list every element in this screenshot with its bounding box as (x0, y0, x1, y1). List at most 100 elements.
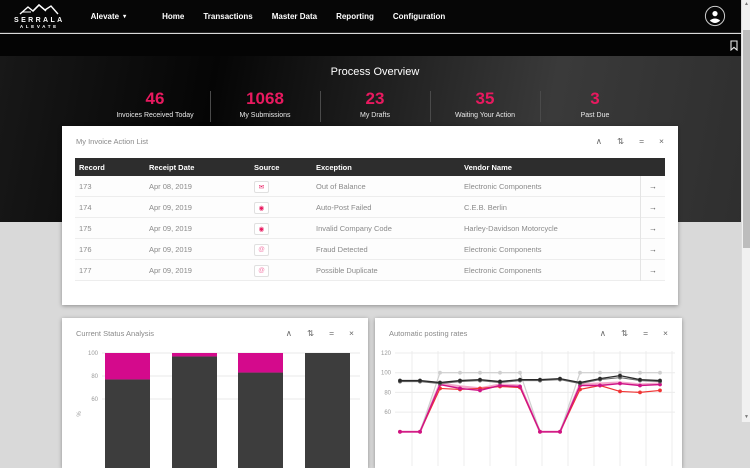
open-record-arrow-icon[interactable]: → (640, 176, 665, 197)
col-header-source: Source (254, 162, 280, 172)
user-icon (704, 5, 726, 27)
svg-text:80: 80 (91, 374, 98, 380)
exception-cell: Auto-Post Failed (316, 203, 372, 212)
scrollbar-thumb[interactable] (743, 30, 750, 248)
menu-icon[interactable]: = (329, 327, 335, 338)
stat-value: 1068 (246, 89, 284, 108)
table-header-row: Record Receipt Date Source Exception Ven… (75, 158, 665, 176)
vertical-scrollbar[interactable]: ▲ ▼ (741, 0, 750, 422)
app-selector-dropdown[interactable]: Alevate ▾ (91, 12, 126, 21)
exception-cell: Invalid Company Code (316, 224, 392, 233)
stat-my-submissions: 1068 My Submissions (210, 88, 320, 125)
record-cell: 176 (79, 245, 92, 254)
stat-value: 23 (365, 89, 385, 108)
nav-item-configuration[interactable]: Configuration (392, 11, 446, 21)
receipt-date-cell: Apr 08, 2019 (149, 182, 192, 191)
expand-icon[interactable]: ⇅ (306, 327, 315, 338)
bookmark-icon (730, 39, 738, 51)
panel-header: Current Status Analysis ∧ ⇅ = × (62, 318, 368, 348)
source-envelope-icon[interactable]: ✉ (254, 180, 269, 193)
menu-icon[interactable]: = (643, 327, 649, 338)
panel-controls: ∧ ⇅ = × (286, 329, 354, 338)
exception-cell: Fraud Detected (316, 245, 368, 254)
bookmark-button[interactable] (730, 39, 738, 51)
stat-value: 46 (145, 89, 165, 108)
panel-controls: ∧ ⇅ = × (600, 329, 668, 338)
user-account-button[interactable] (704, 5, 726, 27)
svg-text:100: 100 (88, 351, 99, 357)
stat-value: 3 (590, 89, 600, 108)
table-row: 176 Apr 09, 2019 @ Fraud Detected Electr… (75, 239, 665, 260)
collapse-icon[interactable]: ∧ (595, 135, 602, 146)
open-record-arrow-icon[interactable]: → (640, 218, 665, 239)
expand-icon[interactable]: ⇅ (616, 135, 625, 146)
table-row: 174 Apr 09, 2019 ◉ Auto-Post Failed C.E.… (75, 197, 665, 218)
close-icon[interactable]: × (659, 135, 664, 146)
source-email-icon[interactable]: @ (254, 264, 269, 277)
vendor-cell: Electronic Components (464, 266, 542, 275)
exception-cell: Possible Duplicate (316, 266, 378, 275)
col-header-receipt-date: Receipt Date (149, 162, 195, 172)
panel-controls: ∧ ⇅ = × (596, 137, 664, 146)
brand-name-top: SERRALA (14, 16, 65, 24)
expand-icon[interactable]: ⇅ (620, 327, 629, 338)
kpi-stats-row: 46 Invoices Received Today 1068 My Submi… (100, 88, 650, 125)
receipt-date-cell: Apr 09, 2019 (149, 266, 192, 275)
invoice-action-list-panel: My Invoice Action List ∧ ⇅ = × Record Re… (62, 126, 678, 305)
collapse-icon[interactable]: ∧ (599, 327, 606, 338)
stacked-bar-chart: 100 80 60% (77, 351, 360, 468)
open-record-arrow-icon[interactable]: → (640, 239, 665, 260)
source-alert-icon[interactable]: ◉ (254, 201, 269, 214)
close-icon[interactable]: × (349, 327, 354, 338)
exception-cell: Out of Balance (316, 182, 366, 191)
svg-text:60: 60 (384, 410, 391, 416)
collapse-icon[interactable]: ∧ (285, 327, 292, 338)
stat-label: Past Due (580, 111, 610, 119)
col-header-vendor-name: Vendor Name (464, 162, 512, 172)
nav-item-transactions[interactable]: Transactions (203, 11, 253, 21)
panel-title: My Invoice Action List (76, 136, 149, 146)
nav-item-home[interactable]: Home (162, 11, 185, 21)
receipt-date-cell: Apr 09, 2019 (149, 203, 192, 212)
close-icon[interactable]: × (663, 327, 668, 338)
top-nav-bar: SERRALA ALEVATE Alevate ▾ Home Transacti… (0, 0, 750, 33)
record-cell: 174 (79, 203, 92, 212)
open-record-arrow-icon[interactable]: → (640, 260, 665, 281)
current-status-analysis-panel: Current Status Analysis ∧ ⇅ = × 100 80 60% (62, 318, 368, 468)
stat-waiting-your-action: 35 Waiting Your Action (430, 88, 540, 125)
brand-name-bottom: ALEVATE (19, 23, 59, 29)
app-selector-label: Alevate (90, 11, 120, 21)
chevron-down-icon: ▾ (123, 13, 127, 20)
record-cell: 177 (79, 266, 92, 275)
nav-item-master-data[interactable]: Master Data (271, 11, 318, 21)
receipt-date-cell: Apr 09, 2019 (149, 224, 192, 233)
stat-label: Waiting Your Action (454, 111, 516, 119)
line-chart: 120 100 80 60 (381, 351, 675, 466)
menu-icon[interactable]: = (639, 135, 645, 146)
page-title: Process Overview (330, 66, 420, 78)
stat-label: Invoices Received Today (116, 111, 194, 119)
source-email-icon[interactable]: @ (254, 243, 269, 256)
panel-header: My Invoice Action List ∧ ⇅ = × (62, 126, 678, 156)
table-row: 177 Apr 09, 2019 @ Possible Duplicate El… (75, 260, 665, 281)
svg-text:80: 80 (384, 390, 391, 396)
source-alert-icon[interactable]: ◉ (254, 222, 269, 235)
automatic-posting-rates-panel: Automatic posting rates ∧ ⇅ = × 120 100 80… (375, 318, 682, 468)
nav-item-reporting[interactable]: Reporting (336, 11, 374, 21)
stat-my-drafts: 23 My Drafts (320, 88, 430, 125)
brand-logo[interactable]: SERRALA ALEVATE (14, 3, 65, 30)
panel-header: Automatic posting rates ∧ ⇅ = × (375, 318, 682, 348)
scrollbar-down-icon[interactable]: ▼ (744, 414, 749, 420)
vendor-cell: Electronic Components (464, 245, 542, 254)
invoice-table: Record Receipt Date Source Exception Ven… (75, 158, 665, 281)
stat-label: My Drafts (360, 111, 390, 119)
main-menu: Home Transactions Master Data Reporting … (162, 12, 445, 21)
table-row: 173 Apr 08, 2019 ✉ Out of Balance Electr… (75, 176, 665, 197)
open-record-arrow-icon[interactable]: → (640, 197, 665, 218)
scrollbar-up-icon[interactable]: ▲ (744, 1, 749, 7)
col-header-exception: Exception (316, 162, 352, 172)
vendor-cell: C.E.B. Berlin (464, 203, 507, 212)
table-row: 175 Apr 09, 2019 ◉ Invalid Company Code … (75, 218, 665, 239)
stat-invoices-received: 46 Invoices Received Today (100, 88, 210, 125)
svg-text:120: 120 (381, 351, 392, 357)
